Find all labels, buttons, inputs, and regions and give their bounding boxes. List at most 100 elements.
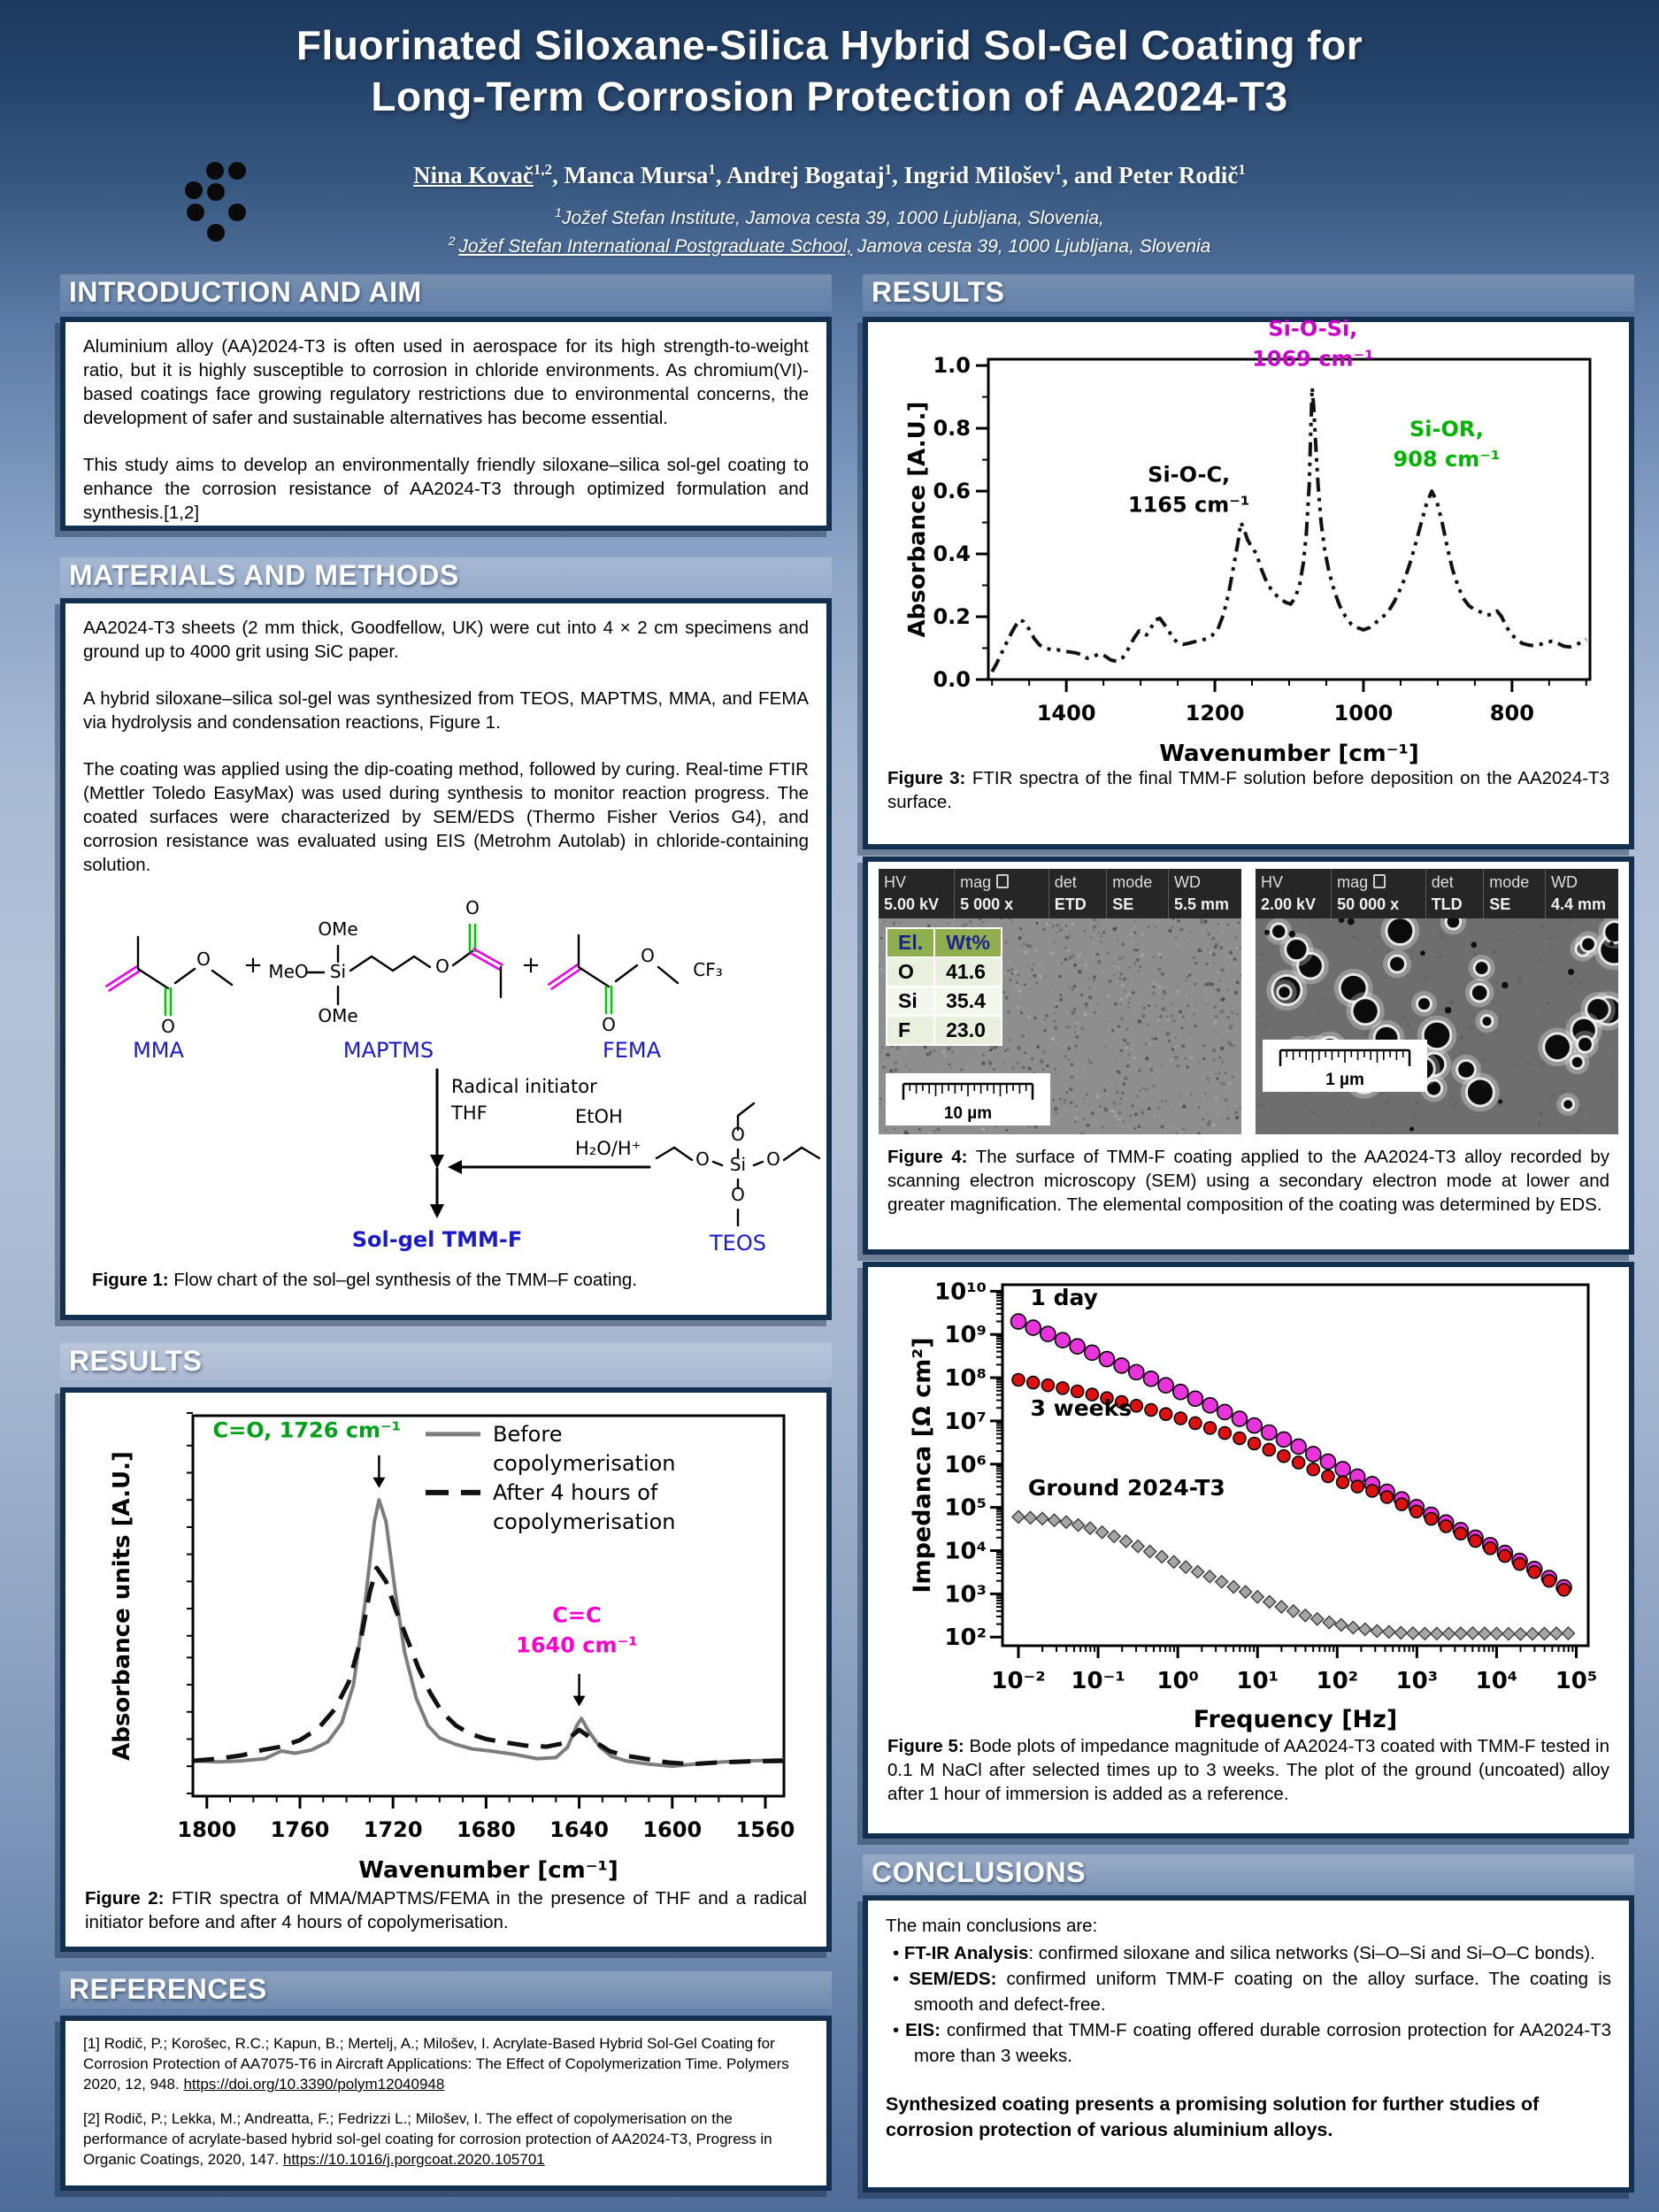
reference-link-1[interactable]: https://doi.org/10.3390/polym12040948	[183, 2076, 445, 2093]
svg-text:TEOS: TEOS	[709, 1231, 766, 1256]
sem-bar-field-det: det ETD	[1049, 869, 1108, 918]
svg-text:10⁶: 10⁶	[944, 1452, 987, 1479]
fig2-annotation-1: C=O, 1726 cm⁻¹	[213, 1418, 402, 1443]
reference-link-2[interactable]: https://10.1016/j.porgcoat.2020.105701	[282, 2151, 545, 2168]
svg-text:Absorbance [A.U.]: Absorbance [A.U.]	[904, 402, 931, 638]
author-name: Ingrid Milošev	[903, 162, 1055, 188]
fig3-annotation-3: 908 cm⁻¹	[1394, 447, 1501, 472]
fig2-series-1	[192, 1498, 785, 1769]
figure3-caption: Figure 3: FTIR spectra of the final TMM-…	[887, 768, 1609, 812]
sem-bar-field-mode: mode SE	[1107, 869, 1169, 918]
svg-text:10³: 10³	[944, 1581, 987, 1608]
introduction-panel: Aluminium alloy (AA)2024-T3 is often use…	[60, 317, 832, 531]
introduction-paragraph-1: Aluminium alloy (AA)2024-T3 is often use…	[83, 336, 809, 428]
svg-text:MAPTMS: MAPTMS	[343, 1038, 434, 1063]
svg-text:800: 800	[1490, 701, 1534, 726]
sem-bar-field-WD: WD 4.4 mm	[1550, 873, 1607, 913]
sem-info-bar-right: HV 2.00 kV mag 50 000 x det TLD mode SE WD 4.4 mm	[1256, 869, 1618, 918]
svg-text:1.0: 1.0	[933, 353, 971, 378]
figure4-caption: Figure 4: The surface of TMM-F coating a…	[887, 1147, 1609, 1215]
svg-text:O: O	[731, 1184, 745, 1205]
reference-item-2: [2] Rodič, P.; Lekka, M.; Andreatta, F.;…	[83, 2110, 772, 2168]
eds-row-Si: Si 35.4	[885, 986, 1002, 1017]
fig3-annotation-3: Si-OR,	[1409, 417, 1484, 442]
svg-text:Wavenumber [cm⁻¹]: Wavenumber [cm⁻¹]	[1159, 741, 1419, 767]
affiliation-2: 2 Jožef Stefan International Postgraduat…	[448, 234, 1211, 257]
figure3-chart: 800 1000 1200 1400 0.0 0.2 0.4 0.6 0.8 1.0 Wavenum…	[879, 316, 1618, 767]
svg-text:FEMA: FEMA	[603, 1038, 662, 1063]
sem-image-low-magnification: HV 5.00 kV mag 5 000 x det ETD mode SE WD 5.5 mm …	[879, 869, 1241, 1134]
scale-label-10um: 10 µm	[943, 1104, 993, 1123]
svg-text:10¹⁰: 10¹⁰	[934, 1279, 987, 1305]
svg-text:0.2: 0.2	[933, 604, 971, 629]
svg-text:THF: THF	[450, 1102, 488, 1124]
svg-text:Impedanca [Ω cm²]: Impedanca [Ω cm²]	[909, 1337, 936, 1593]
methods-panel: AA2024-T3 sheets (2 mm thick, Goodfellow…	[60, 598, 832, 1320]
fig3-annotation-2: 1069 cm⁻¹	[1252, 346, 1374, 371]
section-header-introduction: INTRODUCTION AND AIM	[60, 274, 832, 311]
methods-paragraph-2: A hybrid siloxane–silica sol-gel was syn…	[83, 688, 809, 733]
sem-bar-field-HV: HV 2.00 kV	[1256, 869, 1333, 918]
svg-text:1560: 1560	[736, 1817, 795, 1842]
svg-text:EtOH: EtOH	[575, 1106, 623, 1127]
sem-bar-field-WD: WD 5.5 mm	[1173, 873, 1230, 913]
svg-text:1760: 1760	[271, 1817, 330, 1842]
eds-row-F: F 23.0	[885, 1015, 1002, 1046]
fig2-legend-label-1: Before	[493, 1422, 562, 1447]
sem-image-high-magnification: HV 2.00 kV mag 50 000 x det TLD mode SE WD 4.4 mm…	[1256, 869, 1618, 1134]
svg-text:MeO: MeO	[268, 961, 308, 982]
svg-text:O: O	[602, 1014, 616, 1035]
section-header-conclusions: CONCLUSIONS	[863, 1855, 1634, 1892]
svg-text:Wavenumber [cm⁻¹]: Wavenumber [cm⁻¹]	[358, 1857, 618, 1884]
svg-text:10⁻¹: 10⁻¹	[1071, 1668, 1125, 1694]
svg-text:10⁴: 10⁴	[1476, 1668, 1518, 1694]
svg-text:0.4: 0.4	[933, 541, 971, 566]
figure1-caption: Figure 1: Flow chart of the sol–gel synt…	[92, 1270, 638, 1290]
svg-text:0.0: 0.0	[933, 667, 971, 692]
svg-text:10⁵: 10⁵	[944, 1495, 987, 1522]
fig5-series-3-weeks	[1011, 1372, 1571, 1597]
fig3-svg: 800 1000 1200 1400 0.0 0.2 0.4 0.6 0.8 1.0 Wavenum…	[904, 316, 1592, 767]
svg-text:10¹: 10¹	[1236, 1668, 1279, 1694]
svg-text:10⁸: 10⁸	[944, 1365, 987, 1392]
figure5-caption: Figure 5: Bode plots of impedance magnit…	[887, 1736, 1609, 1804]
sem-info-bar-left: HV 5.00 kV mag 5 000 x det ETD mode SE WD 5.5 mm	[879, 869, 1241, 918]
svg-text:1000: 1000	[1334, 701, 1394, 726]
fig5-label-ground-2024-t3: Ground 2024-T3	[1028, 1475, 1225, 1501]
author-name: Manca Mursa	[564, 162, 709, 188]
svg-text:O: O	[695, 1148, 710, 1170]
svg-text:CF₃: CF₃	[693, 959, 723, 980]
conclusion-bullet-1: • FT-IR Analysis: confirmed siloxane and…	[893, 1943, 1595, 1963]
svg-text:1400: 1400	[1037, 701, 1096, 726]
figure2-caption: Figure 2: FTIR spectra of MMA/MAPTMS/FEM…	[85, 1888, 807, 1932]
svg-text:10⁵: 10⁵	[1555, 1668, 1598, 1694]
fig3-annotation-2: Si-O-Si,	[1268, 316, 1357, 341]
conclusions-intro: The main conclusions are:	[886, 1916, 1098, 1936]
svg-text:Si: Si	[330, 961, 346, 982]
eds-row-O: O 41.6	[885, 956, 1002, 987]
fig2-legend-label-2: After 4 hours of	[493, 1480, 658, 1505]
section-header-results-left: RESULTS	[60, 1343, 832, 1380]
sem-bar-field-mode: mode SE	[1484, 869, 1546, 918]
fig2-series-2	[192, 1565, 785, 1767]
figure3-panel: 800 1000 1200 1400 0.0 0.2 0.4 0.6 0.8 1.0 Wavenum…	[863, 316, 1634, 849]
svg-text:H₂O/H⁺: H₂O/H⁺	[575, 1138, 641, 1159]
svg-text:0.8: 0.8	[933, 416, 971, 441]
svg-text:Si: Si	[730, 1154, 746, 1175]
svg-text:1200: 1200	[1186, 701, 1245, 726]
svg-text:O: O	[766, 1148, 780, 1170]
svg-text:O: O	[641, 945, 655, 966]
fig5-label-1-day: 1 day	[1031, 1285, 1098, 1310]
svg-text:O: O	[161, 1016, 175, 1037]
scale-bar-10um: 10 µm	[886, 1073, 1050, 1125]
svg-text:OMe: OMe	[318, 1005, 357, 1026]
svg-text:Absorbance units [A.U.]: Absorbance units [A.U.]	[109, 1451, 135, 1761]
svg-text:1640: 1640	[549, 1817, 609, 1842]
svg-text:Sol-gel TMM-F: Sol-gel TMM-F	[352, 1227, 523, 1252]
svg-text:O: O	[435, 956, 449, 977]
svg-text:Frequency [Hz]: Frequency [Hz]	[1194, 1706, 1397, 1733]
references-panel: [1] Rodič, P.; Korošec, R.C.; Kapun, B.;…	[60, 2016, 832, 2191]
svg-text:O: O	[465, 897, 480, 918]
svg-text:10⁷: 10⁷	[944, 1409, 987, 1435]
